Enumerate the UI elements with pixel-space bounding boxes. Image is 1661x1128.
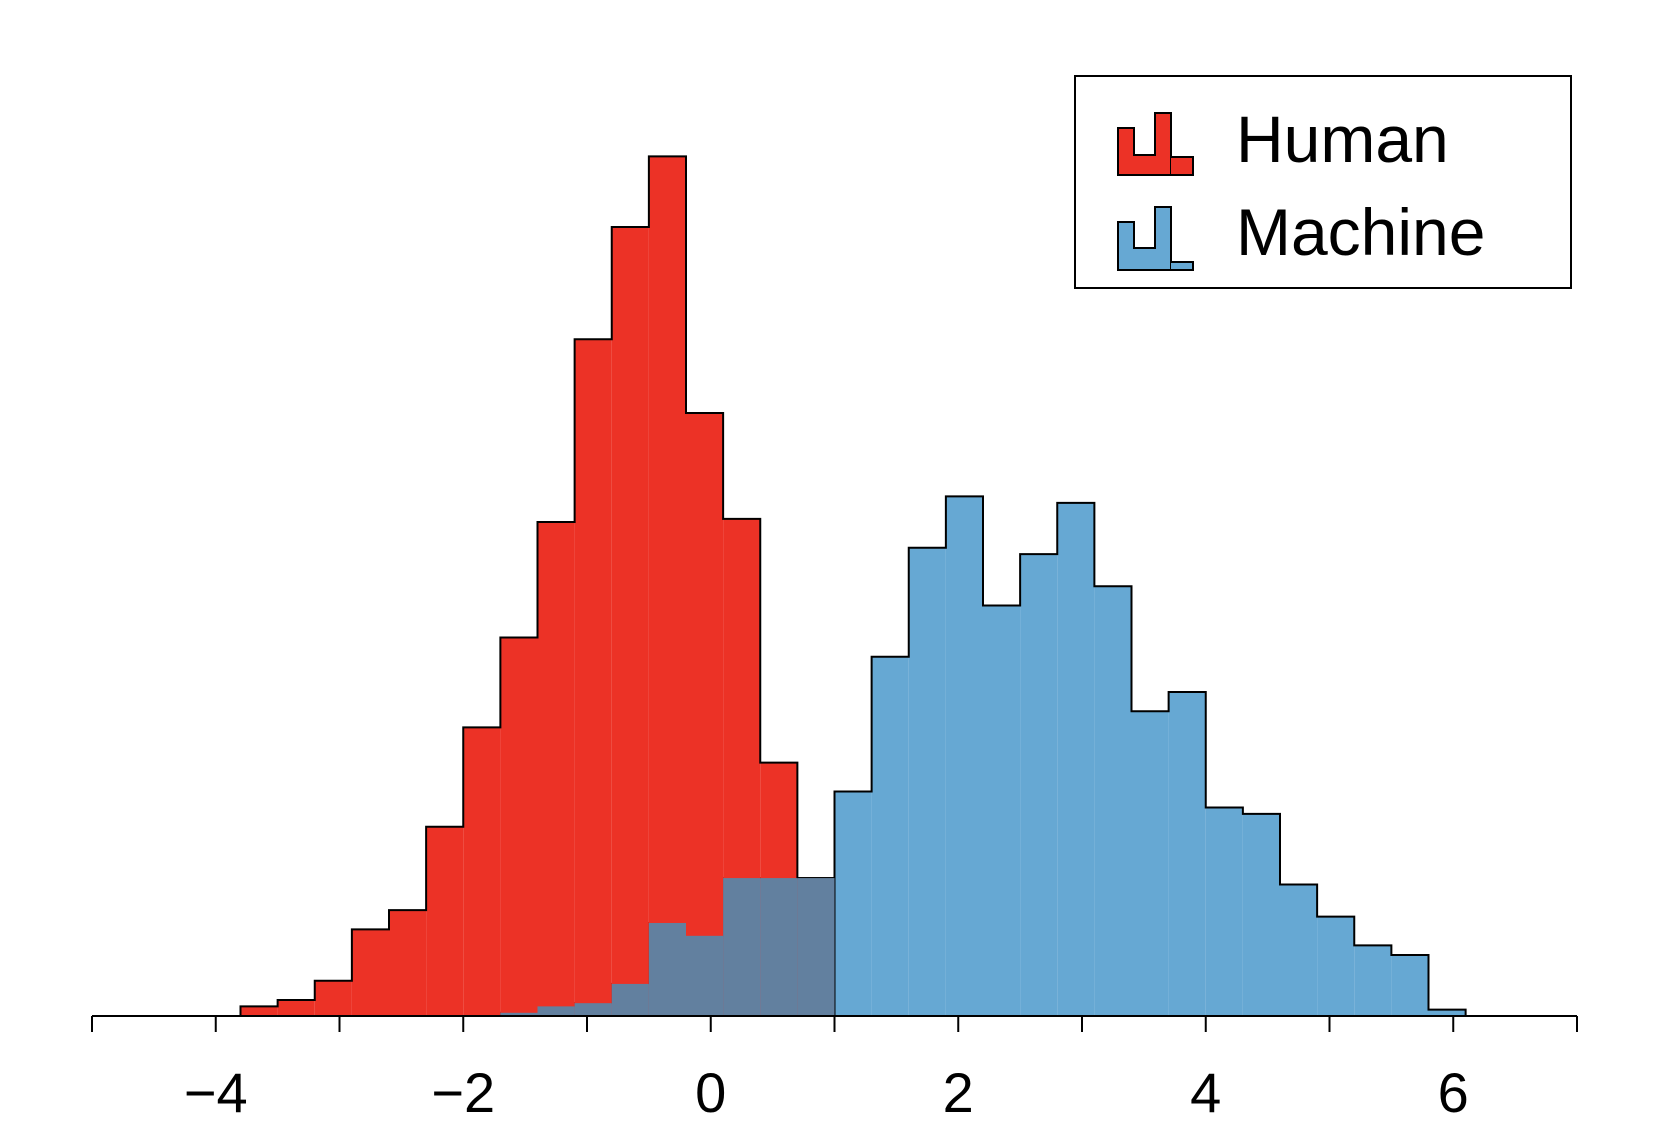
human-bar-10 xyxy=(611,226,649,1016)
machine-bar-26 xyxy=(1205,807,1243,1016)
human-outline xyxy=(239,155,836,1016)
x-tick-label: 4 xyxy=(1190,1061,1221,1124)
legend: Human Machine xyxy=(1074,75,1572,289)
machine-bar-16 xyxy=(834,791,872,1016)
human-bar-12 xyxy=(686,413,724,1016)
x-tick-label: 2 xyxy=(943,1061,974,1124)
overlap-bar-10 xyxy=(611,983,649,1016)
human-bar-7 xyxy=(500,637,538,1016)
legend-label-machine: Machine xyxy=(1236,195,1485,269)
human-bar-9 xyxy=(574,339,612,1016)
human-bar-2 xyxy=(314,980,352,1016)
overlap-bar-13 xyxy=(723,878,761,1016)
overlap-bar-7 xyxy=(500,1012,538,1016)
series-human-bars xyxy=(239,155,836,1017)
human-bar-4 xyxy=(389,910,427,1016)
human-bar-8 xyxy=(537,522,575,1016)
x-tick-label: 6 xyxy=(1438,1061,1469,1124)
human-bar-11 xyxy=(648,156,686,1017)
machine-bar-24 xyxy=(1131,711,1169,1016)
human-bar-5 xyxy=(426,826,464,1016)
human-bar-1 xyxy=(277,999,315,1016)
human-bar-6 xyxy=(463,727,501,1016)
machine-bar-32 xyxy=(1428,1009,1466,1016)
legend-label-human: Human xyxy=(1236,102,1449,176)
machine-bar-27 xyxy=(1242,813,1280,1016)
machine-bar-19 xyxy=(945,496,983,1016)
x-axis: −4 −2 0 2 4 6 xyxy=(91,1015,1578,1124)
x-tick-label: −4 xyxy=(184,1061,248,1124)
machine-bar-28 xyxy=(1280,884,1318,1016)
overlap-bar-8 xyxy=(537,1006,575,1016)
x-tick-label: −2 xyxy=(431,1061,495,1124)
machine-bar-30 xyxy=(1354,945,1392,1016)
machine-bar-20 xyxy=(983,605,1021,1016)
machine-bar-31 xyxy=(1391,955,1429,1016)
machine-bar-22 xyxy=(1057,502,1095,1016)
overlap-bar-11 xyxy=(648,922,686,1016)
machine-bar-21 xyxy=(1020,554,1058,1016)
overlap-bars xyxy=(500,878,835,1016)
legend-machine-icon xyxy=(1117,206,1172,271)
machine-bar-17 xyxy=(871,656,909,1016)
overlap-bar-14 xyxy=(760,878,798,1016)
overlap-bar-12 xyxy=(686,935,724,1016)
legend-human-icon-foot xyxy=(1171,156,1194,176)
overlap-bar-15 xyxy=(797,878,835,1016)
machine-bar-23 xyxy=(1094,586,1132,1016)
machine-bar-25 xyxy=(1168,692,1206,1016)
x-tick-label: 0 xyxy=(695,1061,726,1124)
human-bar-0 xyxy=(240,1006,278,1016)
machine-bar-29 xyxy=(1317,916,1355,1016)
human-bar-3 xyxy=(351,929,389,1016)
overlap-bar-9 xyxy=(574,1003,612,1016)
legend-human-icon xyxy=(1117,112,1172,176)
machine-bar-18 xyxy=(908,547,946,1016)
legend-machine-icon-foot xyxy=(1171,261,1194,271)
